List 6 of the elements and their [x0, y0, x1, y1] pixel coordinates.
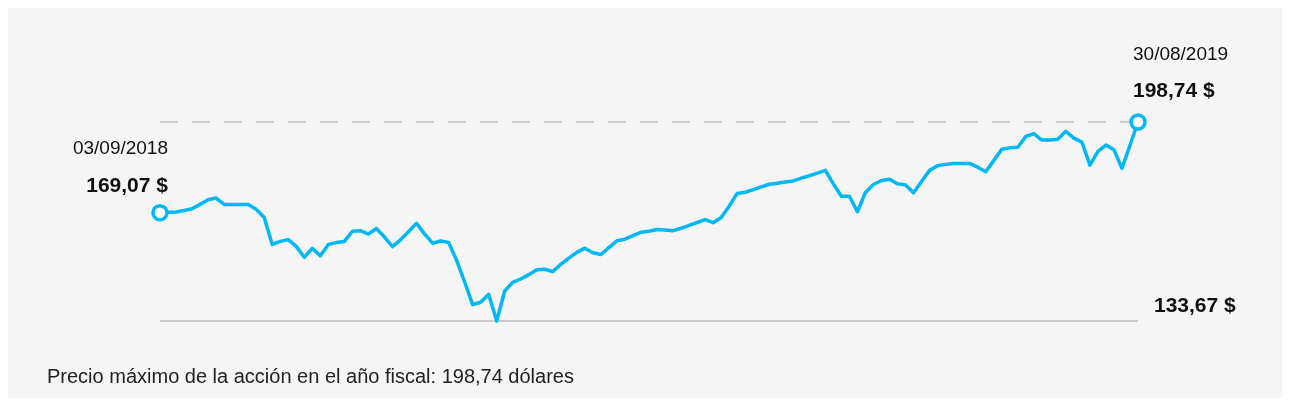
text: Precio máximo de la acción en el año fiscal: 198,74 dólares — [47, 365, 574, 388]
text: 198,74 $ — [1133, 78, 1216, 102]
text: 133,67 $ — [1154, 293, 1237, 317]
annotation: 169,07 $ — [86, 173, 169, 197]
text: 30/08/2019 — [1133, 42, 1229, 64]
annotation: 03/09/2018 — [72, 137, 168, 159]
